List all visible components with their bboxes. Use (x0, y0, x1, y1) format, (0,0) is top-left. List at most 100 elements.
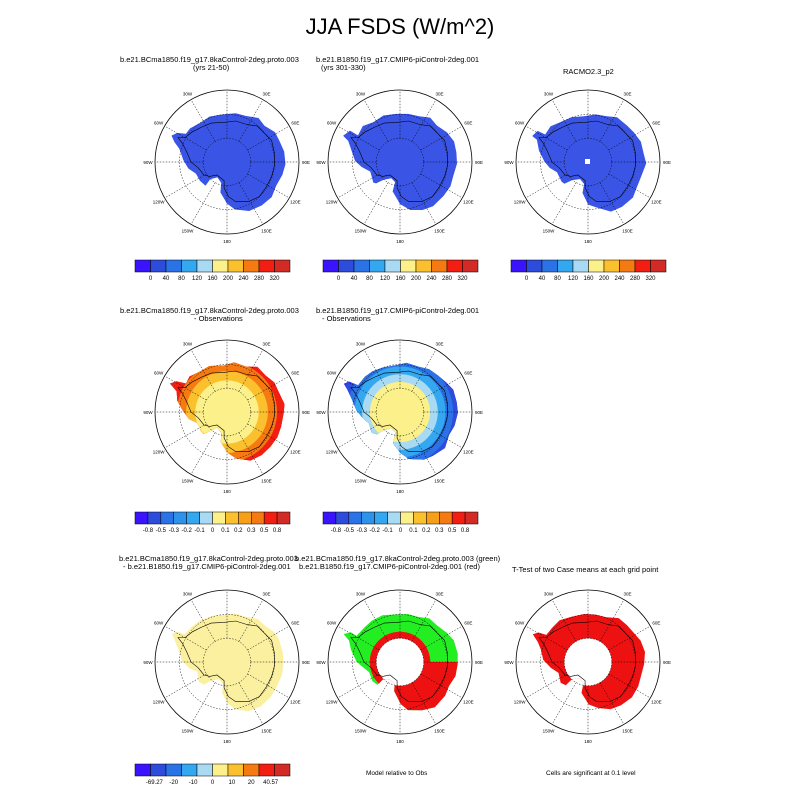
lon-label: 30W (356, 92, 366, 97)
lon-label: 150W (182, 228, 195, 233)
colorbar-label: 240 (426, 276, 437, 282)
graticule (155, 340, 299, 484)
coastline (177, 620, 275, 702)
lon-label: 120E (290, 700, 301, 705)
colorbar-label: 240 (614, 276, 625, 282)
graticule (328, 90, 472, 234)
colorbar-swatch (212, 259, 229, 273)
lon-label: 60W (154, 121, 164, 126)
lon-label: 120E (290, 200, 301, 205)
colorbar-label: -0.2 (369, 528, 380, 534)
field-hole (376, 638, 424, 686)
lon-label: 90E (663, 660, 671, 665)
lon-label: 30E (623, 92, 631, 97)
colorbar-label: 0.8 (461, 528, 470, 534)
lon-label: 150W (355, 478, 368, 483)
map-boundary (327, 89, 473, 235)
lon-label: 30E (435, 592, 443, 597)
lon-label: 30W (544, 92, 554, 97)
lon-label: 90E (475, 410, 483, 415)
colorbar-swatch (225, 511, 239, 525)
map-boundary (154, 589, 300, 735)
colorbar-label: -0.8 (143, 528, 154, 534)
lon-label: 180 (584, 239, 592, 244)
lon-label: 120W (153, 700, 166, 705)
panel-6-title: b.e21.BCma1850.f19_g17.8kaControl-2deg.p… (119, 554, 298, 571)
lon-label: 90W (316, 660, 326, 665)
colorbar-swatch (322, 511, 337, 525)
lon-label: 90W (143, 160, 153, 165)
panel-1-title: b.e21.BCma1850.f19_g17.8kaControl-2deg.p… (120, 55, 299, 72)
colorbar-label: 80 (554, 276, 561, 282)
colorbar-label: -0.3 (357, 528, 368, 534)
colorbar-swatch (274, 259, 291, 273)
lon-label: 120E (463, 450, 474, 455)
colorbar-label: 320 (457, 276, 468, 282)
colorbar-swatch (335, 511, 350, 525)
colorbar-label: 320 (645, 276, 656, 282)
field-fill (171, 113, 286, 211)
colorbar-label: 0 (211, 528, 215, 534)
colorbar-swatch (150, 763, 167, 777)
lon-label: 30E (262, 342, 270, 347)
lon-label: 90W (143, 410, 153, 415)
colorbar-swatch (258, 763, 275, 777)
colorbar-label: 0 (337, 276, 341, 282)
colorbar-swatch (415, 259, 432, 273)
map-panel-2: 30E 60E 90E 120E 150E 180 150W 120W 90W 60W 30W (316, 89, 483, 244)
colorbar-swatch (243, 259, 260, 273)
colorbar-label: 0.2 (234, 528, 243, 534)
colorbar-label: 240 (238, 276, 249, 282)
colorbar-swatch (165, 763, 182, 777)
colorbar-swatch (572, 259, 589, 273)
colorbar-label: 280 (442, 276, 453, 282)
colorbar-swatch (165, 259, 182, 273)
pole-gap (585, 159, 590, 164)
lon-label: 30E (435, 92, 443, 97)
lon-label: 150E (261, 478, 272, 483)
colorbar-label: 80 (366, 276, 373, 282)
colorbar-label: 280 (254, 276, 265, 282)
lon-label: 60W (515, 621, 525, 626)
lon-label: 180 (223, 239, 231, 244)
colorbar-swatch (374, 511, 388, 525)
lon-label: 60W (154, 621, 164, 626)
caption-model-relative: Model relative to Obs (366, 770, 428, 777)
lon-label: 150E (261, 228, 272, 233)
colorbar-label: -0.1 (194, 528, 205, 534)
colorbar-swatch (400, 511, 414, 525)
coastline (538, 620, 636, 702)
colorbar-abs-1: 0 40 80 120 160 200 240 280 320 (134, 259, 291, 282)
colorbar-label: -69.27 (146, 780, 164, 786)
lon-label: 60W (515, 121, 525, 126)
colorbar-label: 0 (211, 780, 215, 786)
panel-2-title: b.e21.B1850.f19_g17.CMIP6-piControl-2deg… (316, 55, 480, 72)
lon-label: 150E (261, 728, 272, 733)
colorbar-label: 0.2 (422, 528, 431, 534)
field-fill (343, 113, 458, 210)
colorbar-swatch (619, 259, 636, 273)
colorbar-label: -10 (189, 780, 198, 786)
colorbar-swatch (384, 259, 401, 273)
colorbar-swatch (227, 763, 244, 777)
panel-4-title: b.e21.BCma1850.f19_g17.8kaControl-2deg.p… (120, 306, 299, 323)
lon-label: 30E (262, 92, 270, 97)
colorbar-swatch (199, 511, 213, 525)
lon-label: 120W (514, 700, 527, 705)
field-fill (172, 613, 284, 712)
lon-label: 150W (355, 228, 368, 233)
coastline (538, 120, 636, 202)
map-panel-3: 30E 60E 90E 120E 150E 180 150W 120W 90W 60W 30W (504, 89, 671, 244)
lon-label: 150W (182, 728, 195, 733)
lon-label: 120E (651, 700, 662, 705)
panel-8-title: T-Test of two Case means at each grid po… (512, 565, 659, 574)
colorbar-swatch (439, 511, 453, 525)
colorbar-diff-2: -0.8 -0.5 -0.3 -0.2 -0.1 0 0.1 0.2 0.3 0.5 0.8 (322, 511, 479, 534)
colorbar-swatch (238, 511, 252, 525)
lon-label: 120W (153, 200, 166, 205)
coastline (177, 370, 275, 452)
graticule (516, 90, 660, 234)
lon-label: 60E (291, 371, 299, 376)
colorbar-swatch (588, 259, 605, 273)
colorbar-abs-3: 0 40 80 120 160 200 240 280 320 (510, 259, 667, 282)
